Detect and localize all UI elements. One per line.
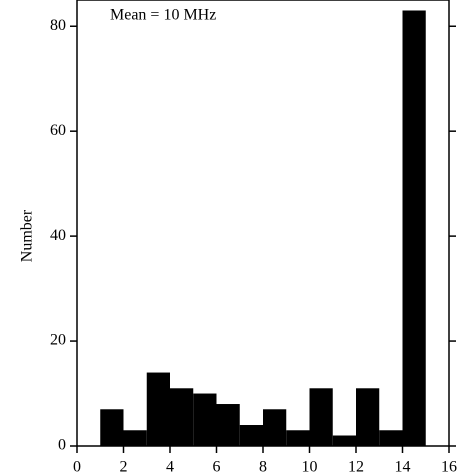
bar bbox=[193, 393, 217, 446]
bar bbox=[170, 388, 194, 446]
bar bbox=[263, 409, 287, 446]
y-tick-label: 80 bbox=[50, 17, 66, 34]
bar bbox=[379, 430, 403, 446]
x-tick-label: 14 bbox=[395, 459, 411, 474]
plot-frame bbox=[76, 0, 450, 447]
bar bbox=[216, 404, 240, 446]
x-tick-label: 6 bbox=[213, 459, 221, 474]
y-tick-label: 20 bbox=[50, 332, 66, 349]
bar bbox=[309, 388, 333, 446]
x-tick-label: 12 bbox=[348, 459, 364, 474]
y-tick-label: 40 bbox=[50, 227, 66, 244]
bar bbox=[332, 435, 356, 446]
y-tick-label: 0 bbox=[58, 437, 66, 454]
bar bbox=[402, 10, 426, 447]
bar bbox=[100, 409, 124, 446]
x-tick-label: 16 bbox=[441, 459, 457, 474]
bar bbox=[356, 388, 380, 446]
x-tick-label: 10 bbox=[302, 459, 318, 474]
bar bbox=[123, 430, 147, 446]
x-tick-label: 2 bbox=[120, 459, 128, 474]
bar bbox=[286, 430, 310, 446]
y-axis-label: Number bbox=[19, 209, 36, 262]
annotation: Mean = 10 MHz bbox=[110, 7, 216, 24]
y-tick-label: 60 bbox=[50, 122, 66, 139]
bar bbox=[239, 425, 263, 446]
bar bbox=[146, 372, 170, 446]
x-tick-label: 0 bbox=[73, 459, 81, 474]
x-tick-label: 4 bbox=[166, 459, 174, 474]
x-tick-label: 8 bbox=[259, 459, 267, 474]
